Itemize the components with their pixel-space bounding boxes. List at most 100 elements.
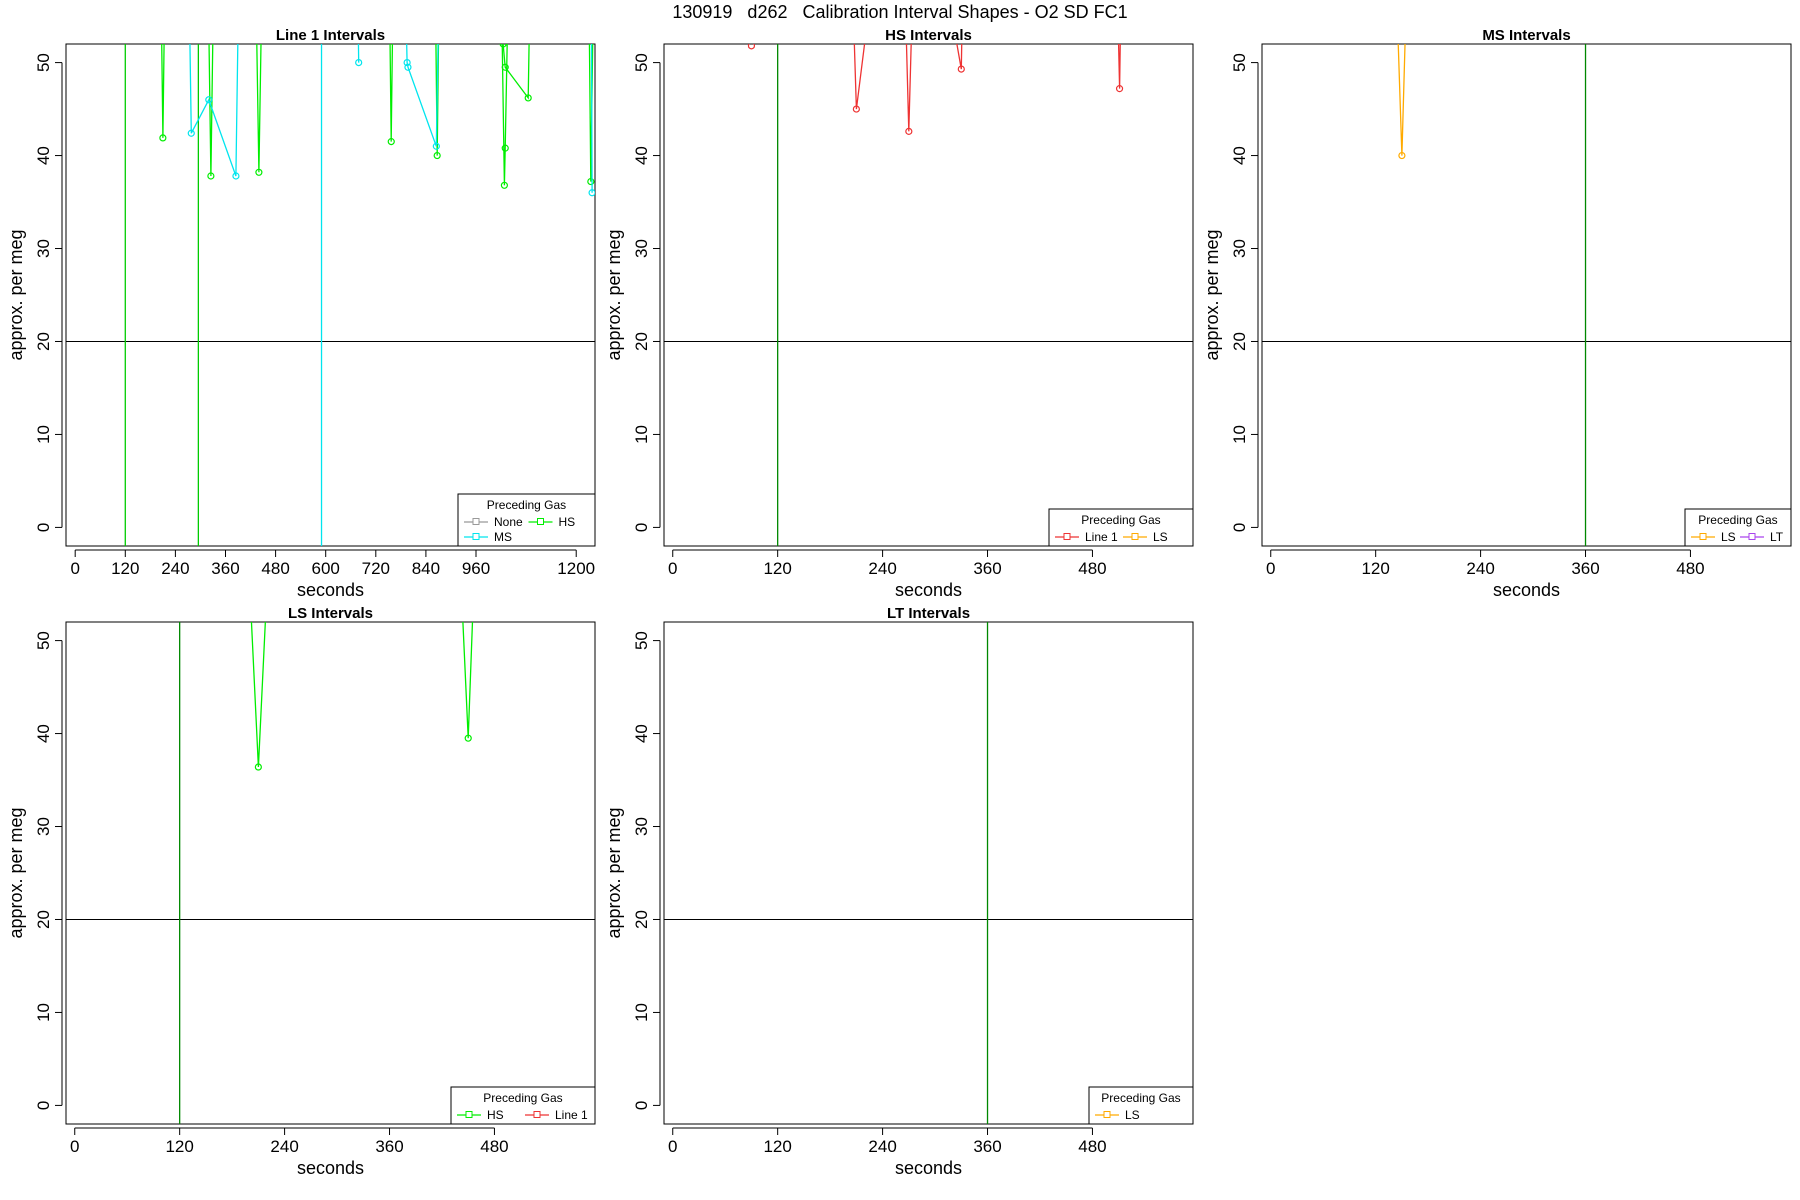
x-tick-label: 360 xyxy=(375,1137,403,1156)
data-point xyxy=(499,44,507,48)
legend-label: HS xyxy=(487,1108,504,1122)
y-tick-label: 50 xyxy=(632,631,651,650)
y-tick-label: 40 xyxy=(632,724,651,743)
plot-frame xyxy=(65,621,596,1125)
x-tick-label: 480 xyxy=(261,559,289,578)
y-tick-label: 0 xyxy=(1230,523,1249,532)
y-tick-label: 20 xyxy=(34,332,53,351)
legend-swatch-marker xyxy=(1699,533,1707,540)
data-point xyxy=(355,58,363,67)
data-point xyxy=(232,172,240,180)
data-point xyxy=(387,138,395,146)
plot-frame xyxy=(1261,43,1792,547)
y-axis-label: approx. per meg xyxy=(604,807,624,938)
y-tick-label: 40 xyxy=(34,146,53,165)
x-axis-label: seconds xyxy=(895,580,962,600)
series-line xyxy=(189,44,239,177)
series-line xyxy=(501,44,508,186)
legend-label: LS xyxy=(1125,1108,1140,1122)
y-tick-label: 20 xyxy=(632,332,651,351)
data-point xyxy=(432,142,440,150)
y-tick-label: 10 xyxy=(34,1003,53,1022)
plot-area xyxy=(66,44,595,546)
legend-label: LS xyxy=(1721,530,1736,544)
legend-title: Preceding Gas xyxy=(1101,1091,1180,1105)
x-axis-label: seconds xyxy=(297,580,364,600)
panel-3: MS Intervals 0 120 240 360 480 seconds 0 10 20 30 4… xyxy=(1202,27,1792,600)
y-tick-label: 0 xyxy=(34,523,53,532)
legend-swatch-marker xyxy=(1748,533,1756,540)
panel-title: HS Intervals xyxy=(885,27,972,44)
x-tick-label: 360 xyxy=(211,559,239,578)
data-point xyxy=(433,151,441,160)
plot-area xyxy=(664,44,1193,546)
y-tick-label: 30 xyxy=(632,817,651,836)
y-axis-label: approx. per meg xyxy=(6,229,26,360)
y-tick-label: 10 xyxy=(1230,425,1249,444)
legend-box xyxy=(450,1086,596,1125)
series-line xyxy=(250,622,266,768)
x-tick-label: 240 xyxy=(868,1137,896,1156)
x-tick-label: 1200 xyxy=(557,559,595,578)
legend-swatch-marker xyxy=(1063,533,1071,540)
y-tick-label: 20 xyxy=(34,910,53,929)
x-tick-label: 360 xyxy=(973,1137,1001,1156)
legend: Preceding Gas LS LT xyxy=(1684,508,1792,547)
plot-frame xyxy=(663,43,1194,547)
x-tick-label: 120 xyxy=(165,1137,193,1156)
legend-swatch-marker xyxy=(472,518,480,525)
x-tick-label: 480 xyxy=(480,1137,508,1156)
data-point xyxy=(501,144,509,152)
data-point xyxy=(500,181,508,189)
y-tick-label: 30 xyxy=(632,239,651,258)
legend-swatch-marker xyxy=(1131,533,1139,540)
x-axis-label: seconds xyxy=(1493,580,1560,600)
legend-label: HS xyxy=(559,515,576,529)
x-tick-label: 0 xyxy=(70,1137,79,1156)
data-point xyxy=(403,58,411,67)
series-line xyxy=(588,44,594,182)
series-line xyxy=(208,44,214,177)
data-point xyxy=(1115,85,1124,93)
data-point xyxy=(957,65,965,73)
y-tick-label: 20 xyxy=(1230,332,1249,351)
legend-title: Preceding Gas xyxy=(487,498,566,512)
series-line xyxy=(590,44,593,193)
series-line xyxy=(853,44,866,110)
data-point xyxy=(588,189,595,197)
legend: Preceding Gas Line 1 LS xyxy=(1048,508,1194,547)
x-tick-label: 0 xyxy=(1266,559,1275,578)
legend-swatch-marker xyxy=(465,1111,473,1118)
y-tick-label: 0 xyxy=(632,1101,651,1110)
series-line xyxy=(357,44,360,63)
panel-4: LS Intervals 0 120 240 360 480 seconds 0 10 20 30 4… xyxy=(6,605,596,1178)
data-point xyxy=(207,172,215,180)
panel-title: LT Intervals xyxy=(887,605,970,622)
legend-label: Line 1 xyxy=(1085,530,1118,544)
y-tick-label: 30 xyxy=(34,239,53,258)
y-tick-label: 50 xyxy=(34,53,53,72)
y-tick-label: 10 xyxy=(632,1003,651,1022)
legend-label: MS xyxy=(494,530,512,544)
legend-swatch-marker xyxy=(537,518,544,525)
x-tick-label: 120 xyxy=(1361,559,1389,578)
legend-label: LT xyxy=(1770,530,1784,544)
x-tick-label: 480 xyxy=(1078,559,1106,578)
y-tick-label: 0 xyxy=(632,523,651,532)
y-tick-label: 10 xyxy=(34,425,53,444)
panel-1: Line 1 Intervals 0 120 240 360 480 600 720 840 96… xyxy=(6,27,596,600)
x-tick-label: 240 xyxy=(1466,559,1494,578)
x-axis-label: seconds xyxy=(895,1158,962,1178)
legend-label: LS xyxy=(1153,530,1168,544)
y-axis-label: approx. per meg xyxy=(6,807,26,938)
legend-title: Preceding Gas xyxy=(1698,513,1777,527)
series-line xyxy=(435,44,440,156)
data-point xyxy=(187,129,195,137)
data-point xyxy=(254,763,262,771)
data-point xyxy=(1398,151,1406,160)
x-tick-label: 240 xyxy=(270,1137,298,1156)
data-point xyxy=(905,127,913,135)
series-line xyxy=(956,44,963,70)
y-tick-label: 50 xyxy=(34,631,53,650)
y-tick-label: 40 xyxy=(1230,146,1249,165)
